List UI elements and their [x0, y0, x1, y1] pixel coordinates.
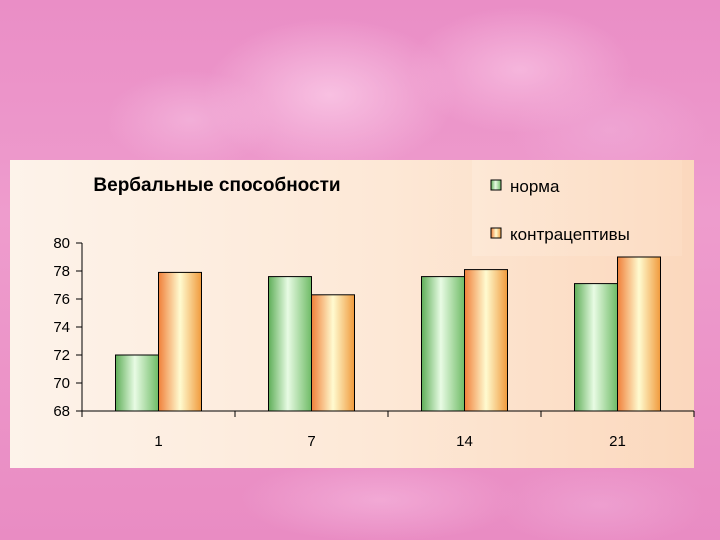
legend-swatch [490, 227, 502, 239]
y-tick-label: 72 [53, 347, 70, 364]
bar-norma-1 [115, 354, 159, 412]
x-tick-label: 21 [609, 433, 626, 450]
y-tick-label: 70 [53, 375, 70, 392]
y-tick-label: 74 [53, 319, 70, 336]
bar-contraceptives-7 [311, 294, 355, 412]
bar-contraceptives-1 [158, 271, 202, 412]
y-tick-label: 78 [53, 263, 70, 280]
bar-contraceptives-21 [617, 256, 661, 412]
bar-norma-7 [268, 276, 312, 412]
legend-label: норма [510, 177, 560, 196]
bar-norma-21 [574, 283, 618, 412]
y-tick-label: 76 [53, 291, 70, 308]
bar-contraceptives-14 [464, 269, 508, 412]
x-tick-label: 1 [154, 433, 162, 450]
bar-norma-14 [421, 276, 465, 412]
x-tick-label: 7 [307, 433, 315, 450]
legend-label: контрацептивы [510, 225, 630, 244]
y-tick-label: 80 [53, 235, 70, 252]
y-tick-label: 68 [53, 403, 70, 420]
legend-box [472, 160, 682, 256]
legend-swatch [490, 179, 502, 191]
x-tick-label: 14 [456, 433, 473, 450]
chart-title: Вербальные способности [93, 175, 340, 196]
